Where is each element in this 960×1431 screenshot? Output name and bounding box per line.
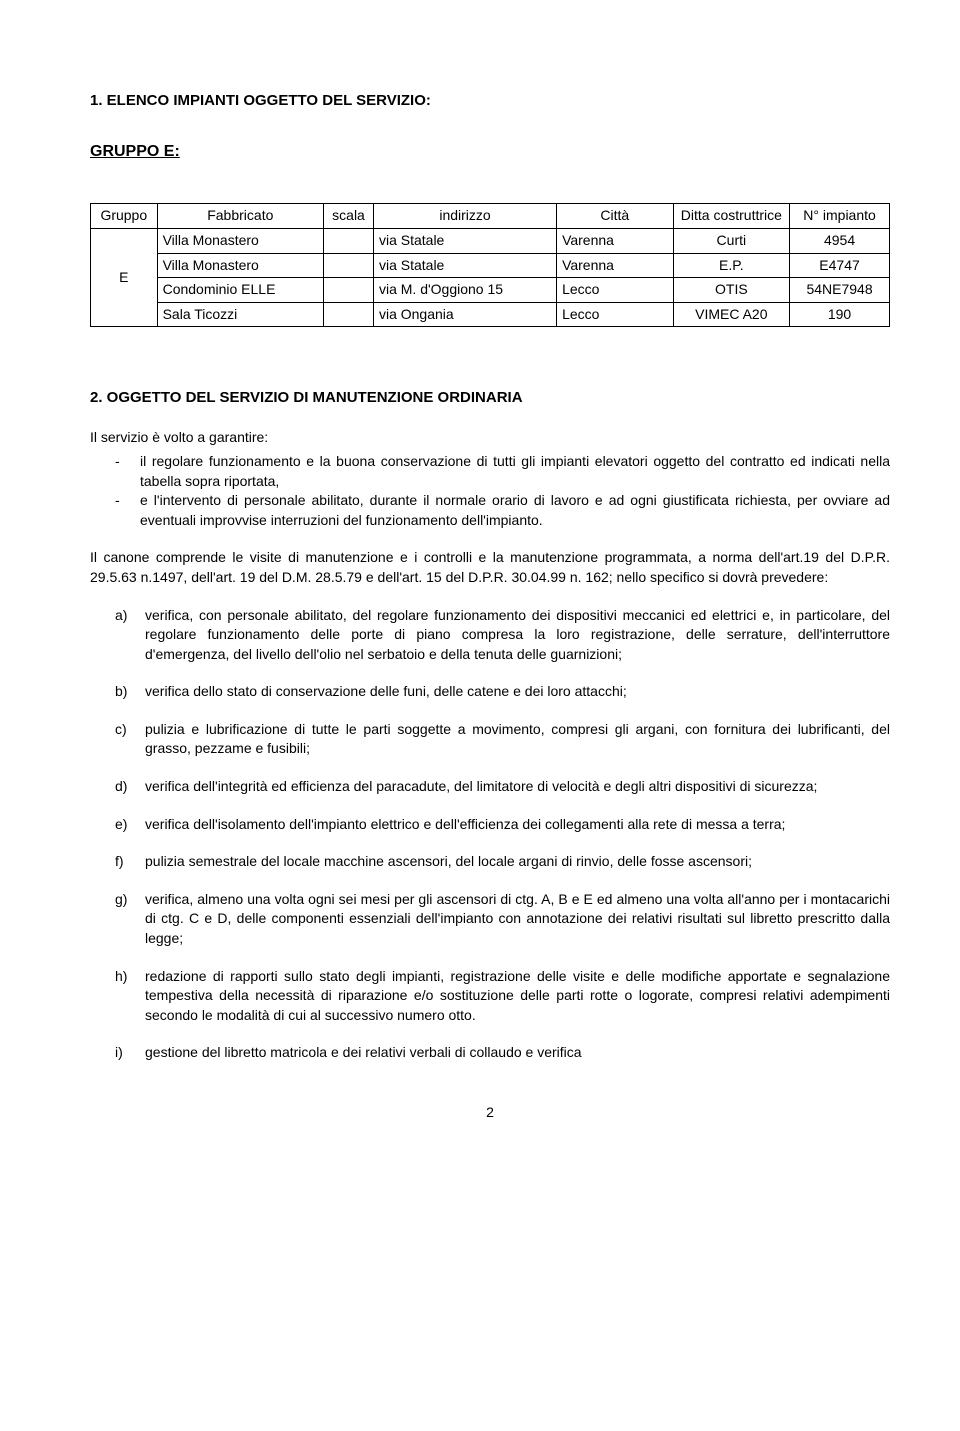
letter-list-item: g)verifica, almeno una volta ogni sei me… xyxy=(145,890,890,949)
letter-list-item: c)pulizia e lubrificazione di tutte le p… xyxy=(145,720,890,759)
cell-scala xyxy=(324,302,374,327)
cell-indirizzo: via Statale xyxy=(373,228,556,253)
section2-paragraph: Il canone comprende le visite di manuten… xyxy=(90,548,890,587)
cell-fabbricato: Villa Monastero xyxy=(157,253,323,278)
cell-ditta: Curti xyxy=(673,228,790,253)
item-text: pulizia e lubrificazione di tutte le par… xyxy=(145,721,890,757)
cell-ditta: VIMEC A20 xyxy=(673,302,790,327)
item-text: pulizia semestrale del locale macchine a… xyxy=(145,853,752,869)
cell-impianto: 4954 xyxy=(790,228,890,253)
cell-gruppo: E xyxy=(91,228,158,326)
cell-scala xyxy=(324,228,374,253)
item-marker: a) xyxy=(115,606,127,626)
th-citta: Città xyxy=(557,204,674,229)
cell-impianto: E4747 xyxy=(790,253,890,278)
page-number: 2 xyxy=(90,1103,890,1123)
cell-impianto: 190 xyxy=(790,302,890,327)
cell-indirizzo: via M. d'Oggiono 15 xyxy=(373,278,556,303)
item-text: gestione del libretto matricola e dei re… xyxy=(145,1044,582,1060)
th-fabbricato: Fabbricato xyxy=(157,204,323,229)
letter-list-item: i)gestione del libretto matricola e dei … xyxy=(145,1043,890,1063)
cell-indirizzo: via Ongania xyxy=(373,302,556,327)
cell-citta: Lecco xyxy=(557,278,674,303)
item-text: verifica, con personale abilitato, del r… xyxy=(145,607,890,662)
letter-list-item: d)verifica dell'integrità ed efficienza … xyxy=(145,777,890,797)
letter-list-item: e)verifica dell'isolamento dell'impianto… xyxy=(145,815,890,835)
cell-indirizzo: via Statale xyxy=(373,253,556,278)
th-ditta: Ditta costruttrice xyxy=(673,204,790,229)
cell-fabbricato: Villa Monastero xyxy=(157,228,323,253)
th-gruppo: Gruppo xyxy=(91,204,158,229)
cell-citta: Varenna xyxy=(557,253,674,278)
item-marker: e) xyxy=(115,815,127,835)
section2-title: 2. OGGETTO DEL SERVIZIO DI MANUTENZIONE … xyxy=(90,387,890,408)
item-marker: i) xyxy=(115,1043,123,1063)
dash-list-item: e l'intervento di personale abilitato, d… xyxy=(140,491,890,530)
cell-fabbricato: Sala Ticozzi xyxy=(157,302,323,327)
table-row: Condominio ELLE via M. d'Oggiono 15 Lecc… xyxy=(91,278,890,303)
item-marker: d) xyxy=(115,777,127,797)
letter-list-item: a)verifica, con personale abilitato, del… xyxy=(145,606,890,665)
impianti-table: Gruppo Fabbricato scala indirizzo Città … xyxy=(90,203,890,327)
table-row: E Villa Monastero via Statale Varenna Cu… xyxy=(91,228,890,253)
item-marker: g) xyxy=(115,890,127,910)
item-text: verifica dello stato di conservazione de… xyxy=(145,683,627,699)
item-text: verifica, almeno una volta ogni sei mesi… xyxy=(145,891,890,946)
dash-list: il regolare funzionamento e la buona con… xyxy=(90,452,890,530)
cell-ditta: E.P. xyxy=(673,253,790,278)
group-title: GRUPPO E: xyxy=(90,141,890,163)
section1-title: 1. ELENCO IMPIANTI OGGETTO DEL SERVIZIO: xyxy=(90,90,890,111)
th-scala: scala xyxy=(324,204,374,229)
letter-list: a) verifica, con personale abilitato, del… xyxy=(90,606,890,1064)
item-marker: h) xyxy=(115,967,127,987)
item-text: redazione di rapporti sullo stato degli … xyxy=(145,968,890,1023)
table-row: Sala Ticozzi via Ongania Lecco VIMEC A20… xyxy=(91,302,890,327)
cell-citta: Varenna xyxy=(557,228,674,253)
item-marker: b) xyxy=(115,682,127,702)
cell-citta: Lecco xyxy=(557,302,674,327)
table-row: Villa Monastero via Statale Varenna E.P.… xyxy=(91,253,890,278)
item-marker: f) xyxy=(115,852,124,872)
item-marker: c) xyxy=(115,720,127,740)
item-text: verifica dell'integrità ed efficienza de… xyxy=(145,778,817,794)
letter-list-item: f)pulizia semestrale del locale macchine… xyxy=(145,852,890,872)
cell-scala xyxy=(324,253,374,278)
th-impianto: N° impianto xyxy=(790,204,890,229)
cell-ditta: OTIS xyxy=(673,278,790,303)
cell-scala xyxy=(324,278,374,303)
letter-list-item: b)verifica dello stato di conservazione … xyxy=(145,682,890,702)
section2-intro: Il servizio è volto a garantire: xyxy=(90,428,890,448)
cell-fabbricato: Condominio ELLE xyxy=(157,278,323,303)
dash-list-item: il regolare funzionamento e la buona con… xyxy=(140,452,890,491)
letter-list-item: h)redazione di rapporti sullo stato degl… xyxy=(145,967,890,1026)
cell-impianto: 54NE7948 xyxy=(790,278,890,303)
th-indirizzo: indirizzo xyxy=(373,204,556,229)
item-text: verifica dell'isolamento dell'impianto e… xyxy=(145,816,785,832)
table-header-row: Gruppo Fabbricato scala indirizzo Città … xyxy=(91,204,890,229)
